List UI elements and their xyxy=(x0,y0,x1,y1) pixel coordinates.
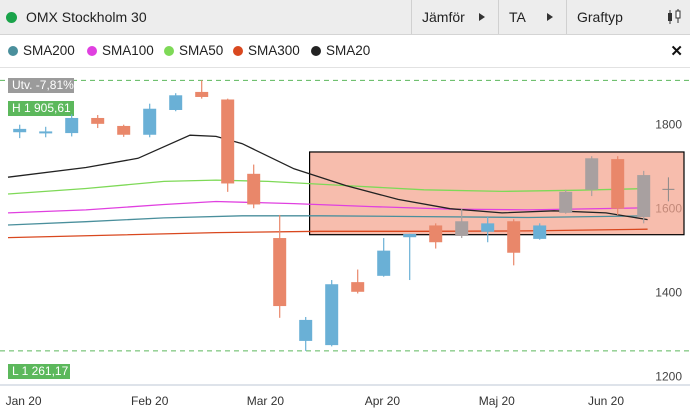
candle-body xyxy=(507,221,521,253)
ta-label: TA xyxy=(509,9,526,25)
charttype-button[interactable]: Graftyp xyxy=(566,0,690,34)
x-tick-label: Jan 20 xyxy=(6,394,42,408)
legend-item-sma50[interactable]: SMA50 xyxy=(164,43,223,58)
candle-body xyxy=(143,108,157,135)
top-toolbar: OMX Stockholm 30 Jämför TA Graftyp xyxy=(0,0,690,35)
y-tick-label: 1400 xyxy=(655,286,682,300)
candle-body xyxy=(585,158,599,190)
compare-arrow-icon xyxy=(479,13,485,21)
high-label-bg xyxy=(8,101,74,116)
legend-item-sma100[interactable]: SMA100 xyxy=(87,43,154,58)
x-tick-label: Maj 20 xyxy=(479,394,515,408)
legend-dot-sma50 xyxy=(164,45,174,56)
candle-body xyxy=(91,117,105,124)
change-label-bg xyxy=(8,78,74,93)
candle-body xyxy=(559,191,573,213)
candle-body xyxy=(13,128,27,133)
candle-body xyxy=(637,175,651,218)
y-tick-label: 1800 xyxy=(655,118,682,132)
legend-item-sma20[interactable]: SMA20 xyxy=(311,43,370,58)
legend-dot-sma200 xyxy=(8,45,18,56)
candle-body xyxy=(247,173,261,205)
candle-body xyxy=(611,159,625,209)
low-label-bg xyxy=(8,364,70,379)
market-status-dot xyxy=(6,11,17,23)
candle-body xyxy=(325,284,339,346)
candle-body xyxy=(429,225,443,243)
legend-item-sma200[interactable]: SMA200 xyxy=(8,43,75,58)
ta-button[interactable]: TA xyxy=(498,0,565,34)
candle-body xyxy=(455,221,469,236)
sma20-line xyxy=(7,134,648,221)
legend-label-sma300: SMA300 xyxy=(248,43,300,58)
candle-body xyxy=(195,91,209,97)
candle-body xyxy=(117,125,131,135)
candle-body xyxy=(65,117,79,134)
candle-body xyxy=(351,282,365,292)
candle-body xyxy=(533,225,547,239)
legend-label-sma100: SMA100 xyxy=(102,43,154,58)
legend-label-sma200: SMA200 xyxy=(23,43,75,58)
legend-dot-sma100 xyxy=(87,45,97,56)
sma300-line xyxy=(7,228,648,239)
candle-body xyxy=(299,319,313,341)
compare-label: Jämför xyxy=(422,9,465,25)
legend-dot-sma20 xyxy=(311,45,321,56)
selection-box xyxy=(309,151,685,236)
candle-body xyxy=(169,95,183,110)
candle-body xyxy=(273,238,287,307)
candle-body xyxy=(221,99,235,184)
candlestick-icon xyxy=(668,9,681,24)
instrument-title-group: OMX Stockholm 30 xyxy=(6,0,147,34)
candle-body xyxy=(39,131,53,134)
candle-body xyxy=(481,223,495,232)
legend-label-sma50: SMA50 xyxy=(179,43,224,58)
candle-body xyxy=(403,233,417,238)
legend-label-sma20: SMA20 xyxy=(326,43,371,58)
legend-item-sma300[interactable]: SMA300 xyxy=(233,43,300,58)
compare-button[interactable]: Jämför xyxy=(411,0,497,34)
x-tick-label: Mar 20 xyxy=(247,394,285,408)
x-tick-label: Apr 20 xyxy=(365,394,401,408)
legend-dot-sma300 xyxy=(233,45,243,56)
x-tick-label: Feb 20 xyxy=(131,394,169,408)
low-label: L 1 261,17 xyxy=(12,364,69,378)
x-tick-label: Jun 20 xyxy=(588,394,624,408)
sma200-line xyxy=(7,215,648,226)
ta-arrow-icon xyxy=(547,13,553,21)
y-tick-label: 1200 xyxy=(655,370,682,384)
close-icon[interactable]: ✕ xyxy=(670,43,683,60)
charttype-label: Graftyp xyxy=(577,9,623,25)
instrument-title: OMX Stockholm 30 xyxy=(26,9,147,25)
candle-body xyxy=(377,250,391,276)
sma50-line xyxy=(7,179,648,195)
high-label: H 1 905,61 xyxy=(12,101,71,115)
sma100-line xyxy=(7,200,648,214)
legend-bar: SMA200 SMA100 SMA50 SMA300 SMA20 ✕ xyxy=(0,35,690,68)
change-label: Utv. -7,81% xyxy=(12,78,74,92)
